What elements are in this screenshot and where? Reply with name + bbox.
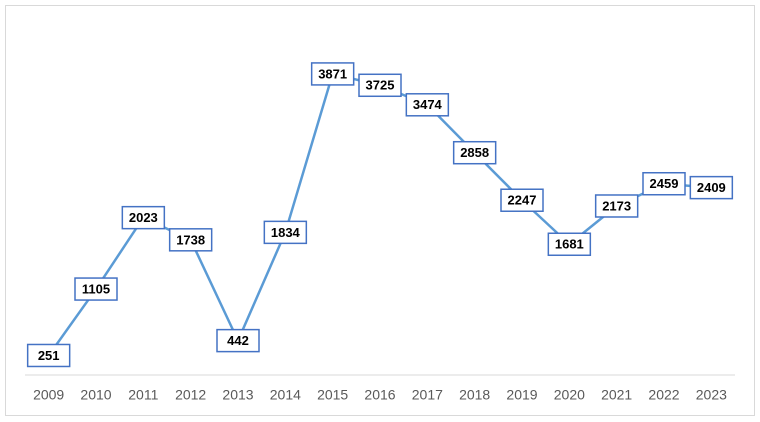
label-box bbox=[500, 188, 544, 212]
data-label: 1834 bbox=[271, 225, 301, 240]
x-tick-label: 2014 bbox=[270, 387, 301, 403]
data-label: 3474 bbox=[413, 97, 443, 112]
x-tick-label: 2022 bbox=[648, 387, 679, 403]
label-box bbox=[263, 220, 308, 245]
x-tick-label: 2012 bbox=[175, 387, 206, 403]
label-box bbox=[452, 140, 497, 165]
data-label: 1105 bbox=[82, 281, 110, 296]
x-tick-label: 2023 bbox=[696, 387, 727, 403]
label-box bbox=[689, 175, 734, 200]
data-label: 1738 bbox=[176, 232, 205, 247]
x-tick-label: 2020 bbox=[554, 387, 585, 403]
x-tick-label: 2018 bbox=[459, 387, 490, 403]
label-box bbox=[74, 277, 118, 301]
data-label: 2409 bbox=[697, 180, 726, 195]
data-label: 2023 bbox=[129, 210, 158, 225]
x-tick-label: 2011 bbox=[128, 387, 158, 403]
data-label: 3871 bbox=[318, 66, 347, 81]
data-label: 2459 bbox=[650, 176, 679, 191]
x-tick-label: 2009 bbox=[33, 387, 64, 403]
label-box bbox=[358, 73, 402, 98]
data-label: 251 bbox=[38, 348, 60, 363]
label-box bbox=[310, 62, 355, 86]
data-label: 2247 bbox=[508, 193, 537, 208]
label-box bbox=[594, 194, 639, 218]
chart-border bbox=[5, 5, 755, 416]
data-label: 2858 bbox=[460, 145, 489, 160]
x-tick-label: 2017 bbox=[412, 387, 443, 403]
x-tick-label: 2010 bbox=[80, 387, 111, 403]
label-box bbox=[168, 228, 213, 252]
label-box bbox=[405, 93, 450, 117]
data-label: 3725 bbox=[366, 78, 395, 93]
label-box bbox=[121, 205, 166, 230]
label-box bbox=[547, 232, 592, 257]
label-box bbox=[642, 171, 686, 196]
data-label: 442 bbox=[227, 333, 249, 348]
label-box bbox=[216, 328, 260, 353]
x-tick-label: 2013 bbox=[222, 387, 253, 403]
data-label: 1681 bbox=[555, 237, 584, 252]
x-tick-label: 2015 bbox=[317, 387, 348, 403]
x-tick-label: 2021 bbox=[601, 387, 632, 403]
label-box bbox=[26, 343, 71, 368]
data-label: 2173 bbox=[602, 198, 631, 213]
x-tick-label: 2016 bbox=[364, 387, 395, 403]
x-tick-label: 2019 bbox=[506, 387, 537, 403]
